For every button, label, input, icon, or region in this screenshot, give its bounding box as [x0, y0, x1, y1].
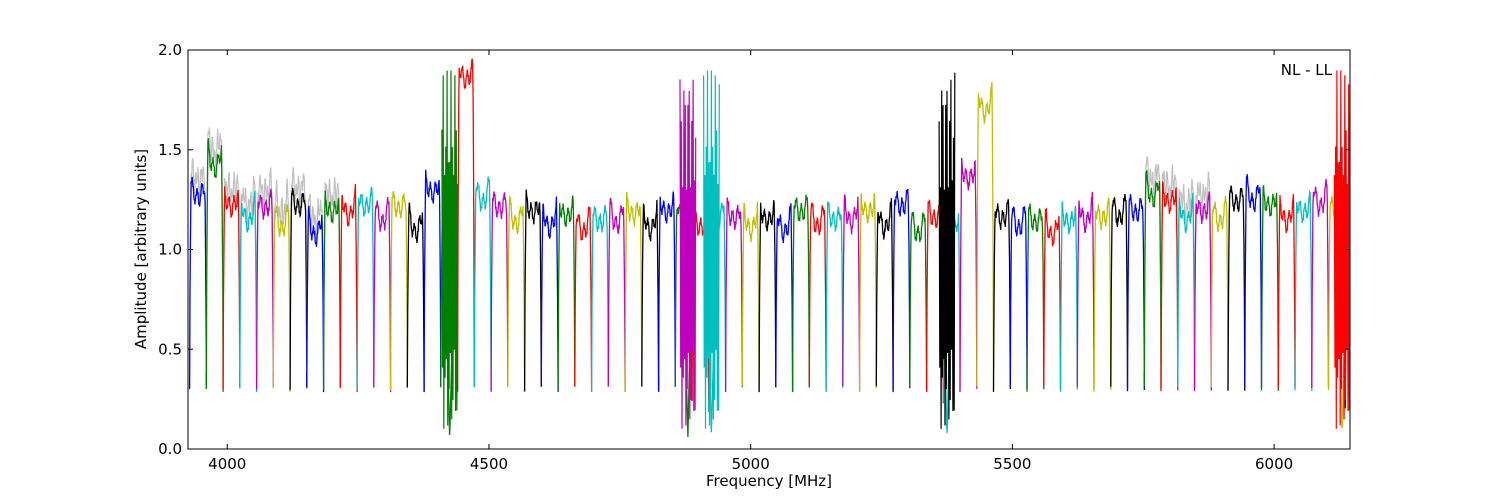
channel-trace — [205, 138, 224, 392]
channel-trace — [1379, 193, 1396, 389]
channel-trace — [574, 206, 593, 392]
channel-trace — [1294, 190, 1313, 392]
interference-spike — [441, 70, 459, 429]
channel-trace — [1026, 203, 1045, 392]
plot-frame — [187, 49, 1351, 450]
y-tick-label: 0.0 — [158, 440, 182, 458]
interference-spike — [679, 79, 697, 429]
x-tick-label: 6000 — [1255, 455, 1293, 473]
background-trace — [323, 177, 341, 375]
channel-trace — [808, 202, 827, 391]
channel-trace — [791, 194, 810, 393]
background-trace — [189, 158, 207, 374]
background-trace — [1160, 164, 1179, 376]
channel-trace — [540, 196, 559, 392]
channel-trace — [992, 199, 1011, 392]
channel-trace — [523, 189, 542, 392]
interference-spike — [702, 70, 720, 429]
background-trace — [289, 167, 308, 374]
channel-trace — [775, 203, 794, 391]
channel-trace — [356, 186, 375, 391]
background-trace — [1143, 156, 1162, 372]
channel-trace — [423, 169, 442, 391]
channel-trace — [389, 190, 408, 391]
channel-trace — [825, 201, 844, 393]
channel-trace — [1244, 174, 1263, 388]
channel-trace — [1210, 196, 1229, 388]
channel-trace — [289, 188, 308, 390]
background-trace — [306, 193, 325, 373]
background-trace — [1177, 178, 1196, 372]
channel-trace — [758, 200, 777, 393]
interference-spike — [938, 72, 956, 429]
channel-trace — [1076, 191, 1095, 389]
y-tick-label: 0.5 — [158, 340, 182, 358]
background-trace — [222, 171, 241, 374]
channel-trace — [306, 205, 325, 393]
channel-trace — [373, 196, 392, 393]
background-trace — [1193, 171, 1212, 376]
channel-trace — [741, 201, 760, 392]
background-trace — [272, 178, 291, 373]
y-axis-label: Amplitude [arbitrary units] — [132, 149, 150, 349]
channel-trace — [272, 204, 291, 393]
x-tick-label: 5000 — [732, 455, 770, 473]
channel-trace — [641, 199, 660, 392]
channel-trace — [909, 211, 928, 390]
channel-trace — [976, 81, 995, 390]
channel-trace — [1277, 194, 1296, 388]
channel-trace — [959, 157, 978, 393]
channel-trace — [557, 195, 576, 392]
channel-trace — [507, 195, 526, 393]
channel-trace — [1260, 184, 1279, 391]
channel-trace — [339, 183, 358, 393]
x-tick-label: 4000 — [208, 455, 246, 473]
channel-trace — [858, 192, 877, 393]
channel-trace — [456, 58, 475, 392]
chart-traces — [188, 58, 1396, 438]
channel-trace — [1362, 191, 1379, 392]
channel-trace — [1059, 201, 1078, 392]
channel-trace — [1227, 185, 1246, 391]
channel-trace — [1143, 170, 1162, 389]
channel-trace — [842, 194, 861, 391]
channel-trace — [1110, 193, 1129, 389]
y-tick-label: 1.0 — [158, 241, 182, 259]
channel-trace — [607, 197, 626, 392]
channel-trace — [875, 198, 894, 391]
y-tick-label: 1.5 — [158, 141, 182, 159]
axis-ticks: 4000 4500 5000 5500 6000 0.0 0.5 1.0 1.5 2.0 — [158, 41, 1350, 473]
channel-trace — [624, 192, 643, 392]
y-tick-label: 2.0 — [158, 41, 182, 59]
channel-trace — [1311, 178, 1330, 389]
channel-trace — [239, 190, 258, 393]
background-trace — [256, 167, 274, 374]
channel-trace — [892, 188, 911, 393]
chart-annotation: NL - LL — [1281, 61, 1333, 79]
channel-trace — [1043, 207, 1062, 389]
channel-trace — [322, 190, 341, 391]
channel-trace — [1177, 192, 1196, 388]
channel-trace — [1093, 197, 1112, 392]
channel-trace — [590, 204, 609, 392]
channel-trace — [657, 191, 676, 392]
channel-trace — [724, 197, 743, 393]
channel-trace — [1193, 191, 1212, 392]
x-tick-label: 5500 — [993, 455, 1031, 473]
channel-trace — [222, 186, 241, 390]
x-axis-label: Frequency [MHz] — [706, 472, 832, 490]
channel-trace — [490, 191, 509, 392]
background-trace — [239, 176, 258, 373]
channel-trace — [473, 176, 492, 393]
channel-trace — [1160, 181, 1179, 392]
channel-trace — [1126, 194, 1145, 392]
x-tick-label: 4500 — [470, 455, 508, 473]
channel-trace — [406, 202, 425, 393]
interference-spike — [1333, 70, 1350, 429]
channel-trace — [1009, 206, 1028, 390]
channel-trace — [188, 176, 207, 390]
channel-trace — [255, 188, 274, 390]
background-trace — [205, 126, 224, 374]
